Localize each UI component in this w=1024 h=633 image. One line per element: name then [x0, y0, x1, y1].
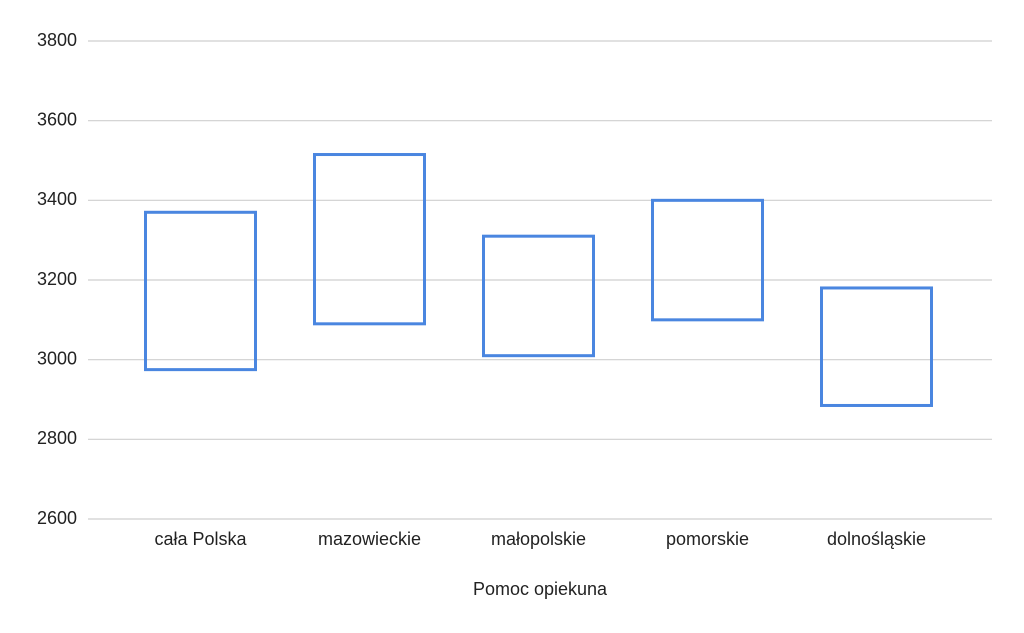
x-tick-label: małopolskie: [491, 529, 586, 549]
y-tick-label: 2600: [37, 508, 77, 528]
y-tick-label: 3400: [37, 189, 77, 209]
range-box: [144, 210, 257, 372]
y-tick-label: 3200: [37, 269, 77, 289]
x-tick-label: dolnośląskie: [827, 529, 926, 549]
x-tick-label: mazowieckie: [318, 529, 421, 549]
range-box: [482, 234, 595, 358]
x-axis-title: Pomoc opiekuna: [473, 579, 608, 599]
y-tick-label: 3600: [37, 109, 77, 129]
y-tick-label: 3000: [37, 348, 77, 368]
y-tick-label: 3800: [37, 30, 77, 50]
x-tick-label: pomorskie: [666, 529, 749, 549]
x-tick-label: cała Polska: [154, 529, 247, 549]
range-box: [313, 153, 426, 326]
range-box: [651, 198, 764, 322]
range-box: [820, 286, 933, 407]
y-tick-label: 2800: [37, 428, 77, 448]
